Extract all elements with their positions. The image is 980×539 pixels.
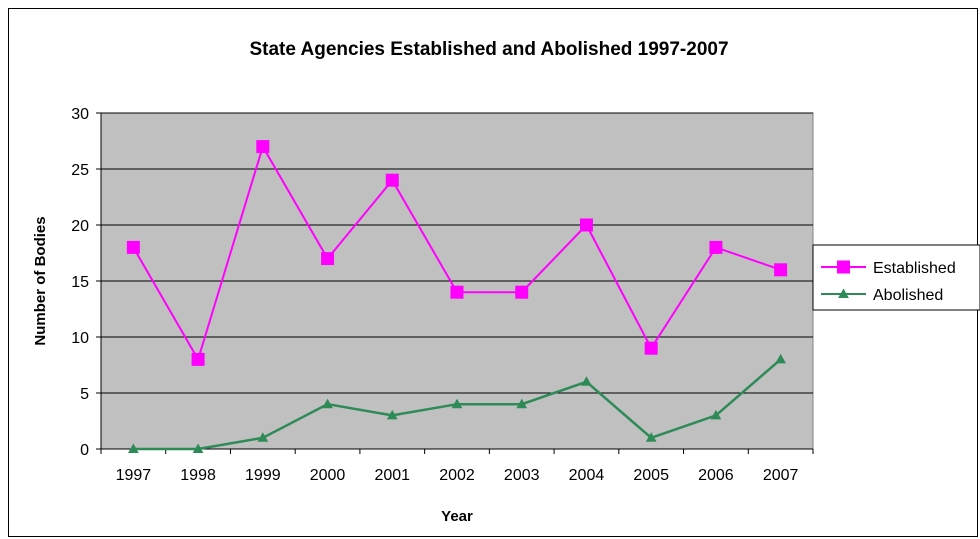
chart-title: State Agencies Established and Abolished…: [249, 39, 728, 60]
axes: [96, 112, 814, 454]
gridlines: [101, 112, 813, 394]
x-axis-label: Year: [441, 508, 473, 525]
x-tick-label: 2005: [633, 467, 669, 484]
x-tick-label: 2006: [698, 467, 734, 484]
established-point: [450, 285, 464, 299]
x-tick-label: 1997: [116, 467, 152, 484]
x-tick-label: 1999: [245, 467, 281, 484]
abolished-point: [386, 409, 398, 420]
y-tick-label: 20: [71, 218, 89, 235]
legend-abolished-label: Abolished: [873, 287, 943, 304]
legend-abolished-marker: [838, 288, 849, 298]
abolished-point: [775, 353, 786, 364]
legend-box: [812, 244, 980, 311]
established-point: [709, 240, 723, 254]
established-point: [256, 140, 270, 154]
abolished-point: [192, 443, 204, 453]
series-lines: [126, 140, 788, 453]
established-point: [515, 285, 529, 299]
abolished-point: [581, 376, 592, 386]
x-tick-label: 2004: [569, 467, 605, 484]
abolished-point: [451, 398, 463, 409]
established-point: [385, 173, 399, 187]
y-tick-label: 15: [71, 274, 89, 291]
y-tick-label: 5: [80, 386, 89, 403]
y-tick-label: 0: [80, 442, 89, 459]
established-point: [774, 263, 788, 277]
y-tick-label: 10: [71, 330, 89, 347]
established-point: [126, 240, 140, 254]
abolished-point: [516, 398, 528, 409]
y-tick-labels: 0 5 10 15 20 25 30: [71, 106, 89, 459]
x-tick-label: 2002: [439, 467, 475, 484]
abolished-point: [257, 432, 269, 442]
series-established: [126, 140, 788, 366]
x-tick-label: 2000: [310, 467, 346, 484]
established-point: [321, 252, 335, 266]
established-point: [191, 352, 205, 366]
established-point: [644, 341, 658, 355]
abolished-point: [645, 432, 657, 442]
x-tick-label: 2007: [763, 467, 799, 484]
x-tick-label: 2001: [374, 467, 410, 484]
legend-established-marker: [837, 260, 850, 274]
x-tick-label: 1998: [180, 467, 216, 484]
legend-established-label: Established: [873, 260, 956, 277]
x-tick-labels: 1997 1998 1999 2000 2001 2002 2003 2004 2005 2006…: [116, 467, 799, 484]
y-tick-label: 25: [71, 162, 89, 179]
y-axis-label: Number of Bodies: [32, 216, 49, 345]
abolished-point: [128, 443, 139, 453]
established-point: [579, 218, 593, 232]
x-tick-label: 2003: [504, 467, 540, 484]
abolished-point: [710, 409, 722, 420]
abolished-point: [322, 398, 333, 409]
y-tick-label: 30: [71, 106, 89, 123]
legend: Established Abolished: [821, 260, 956, 304]
series-abolished: [128, 353, 786, 453]
